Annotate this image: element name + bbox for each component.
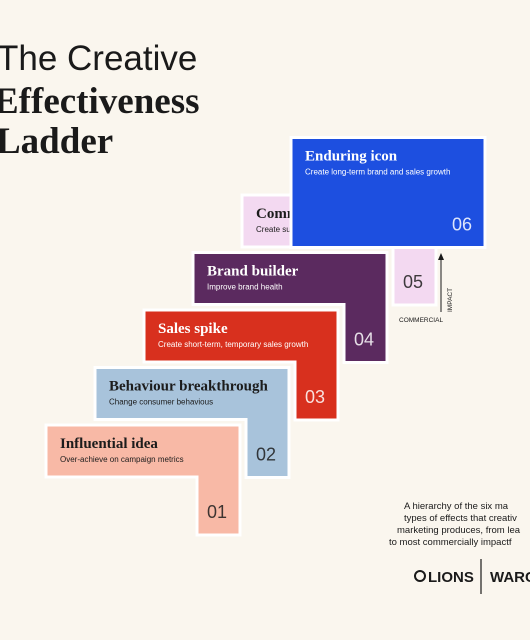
step-shape (44, 423, 242, 537)
step-shape (142, 308, 340, 422)
caption-line: to most commercially impactf (389, 537, 512, 548)
step-number: 01 (207, 502, 227, 522)
step-shape (289, 136, 487, 249)
step: Behaviour breakthrough Change consumer be… (93, 366, 291, 479)
step: Influential idea Over-achieve on campaign… (44, 423, 242, 537)
step-number: 04 (354, 330, 374, 350)
step-name: Enduring icon (305, 149, 398, 165)
step-description: Improve brand health (207, 283, 283, 292)
caption-line: types of effects that creativ (404, 513, 517, 524)
step-description: Create short-term, temporary sales growt… (158, 340, 308, 349)
step: Brand builder Improve brand health 04 (191, 251, 389, 364)
logo: LIONS (428, 569, 474, 586)
step-shape (191, 251, 389, 364)
step-number: 06 (452, 215, 472, 235)
step-number: 02 (256, 445, 276, 465)
step-name: Behaviour breakthrough (109, 379, 268, 395)
caption-line: A hierarchy of the six ma (404, 501, 509, 512)
step-number: 03 (305, 387, 325, 407)
step: Enduring icon Create long-term brand and … (289, 136, 487, 249)
step-number: 05 (403, 272, 423, 292)
step: Sales spike Create short-term, temporary … (142, 308, 340, 422)
logo: WARC (490, 569, 530, 586)
step-description: Over-achieve on campaign metrics (60, 455, 184, 464)
lions-icon (414, 570, 426, 582)
arrow-head (438, 253, 444, 260)
step-name: Brand builder (207, 264, 299, 280)
caption-line: marketing produces, from lea (397, 525, 521, 536)
axis-label: IMPACT (447, 288, 454, 312)
ladder: Influential idea Over-achieve on campaign… (44, 136, 487, 537)
step-description: Change consumer behavious (109, 398, 213, 407)
step-description: Create long-term brand and sales growth (305, 168, 450, 177)
title-line: Ladder (0, 121, 113, 162)
title-line: Effectiveness (0, 81, 200, 122)
title-line: The Creative (0, 39, 197, 78)
step-shape (93, 366, 291, 479)
step-name: Sales spike (158, 321, 228, 337)
axis-label: COMMERCIAL (399, 317, 443, 324)
step-name: Influential idea (60, 436, 158, 452)
